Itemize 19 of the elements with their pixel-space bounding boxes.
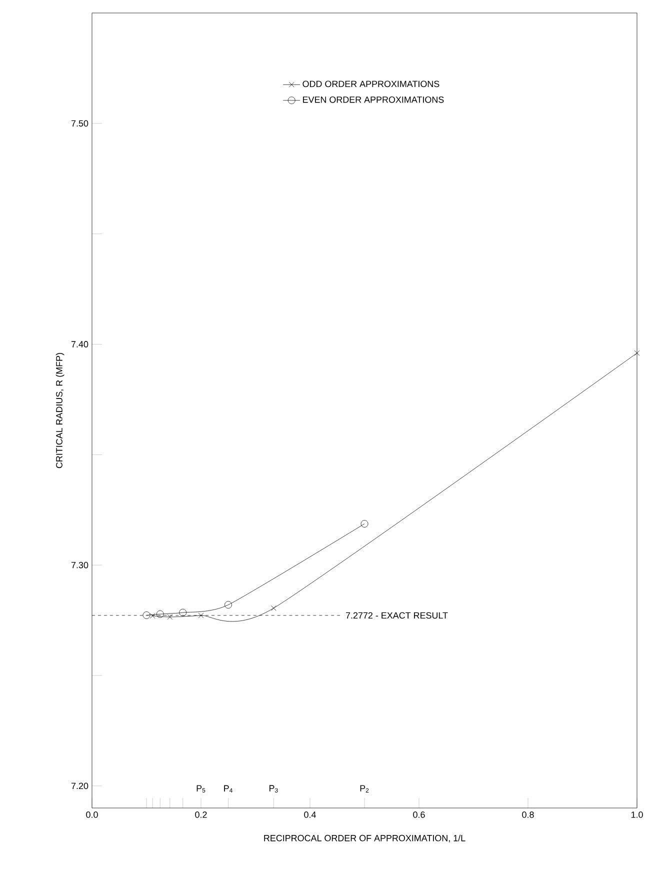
x-tick-label: 0.8 (522, 812, 534, 818)
x-tick-label: 1.0 (631, 812, 643, 818)
x-axis-title: RECIPROCAL ORDER OF APPROXIMATION, 1/L (264, 834, 466, 842)
annotation: P$_{5}$ (196, 785, 206, 792)
ref-line-label: 7.2772 - EXACT RESULT (346, 612, 448, 619)
y-tick-label: 7.40 (71, 341, 88, 348)
y-tick-label: 7.50 (71, 120, 88, 127)
y-tick-label: 7.20 (71, 782, 88, 790)
x-tick-label: 0.2 (195, 812, 207, 818)
legend-label: EVEN ORDER APPROXIMATIONS (303, 96, 444, 103)
annotation: P$_{2}$ (360, 785, 369, 792)
x-tick-label: 0.6 (413, 812, 425, 818)
annotation: P$_{3}$ (269, 785, 278, 792)
y-axis-title: CRITICAL RADIUS, R (MFP) (56, 353, 64, 468)
annotation: P$_{4}$ (224, 785, 232, 792)
legend-label: ODD ORDER APPROXIMATIONS (302, 80, 440, 88)
x-tick-label: 0.4 (304, 812, 316, 818)
x-tick-label: 0.0 (86, 812, 98, 818)
y-tick-label: 7.30 (71, 562, 88, 568)
